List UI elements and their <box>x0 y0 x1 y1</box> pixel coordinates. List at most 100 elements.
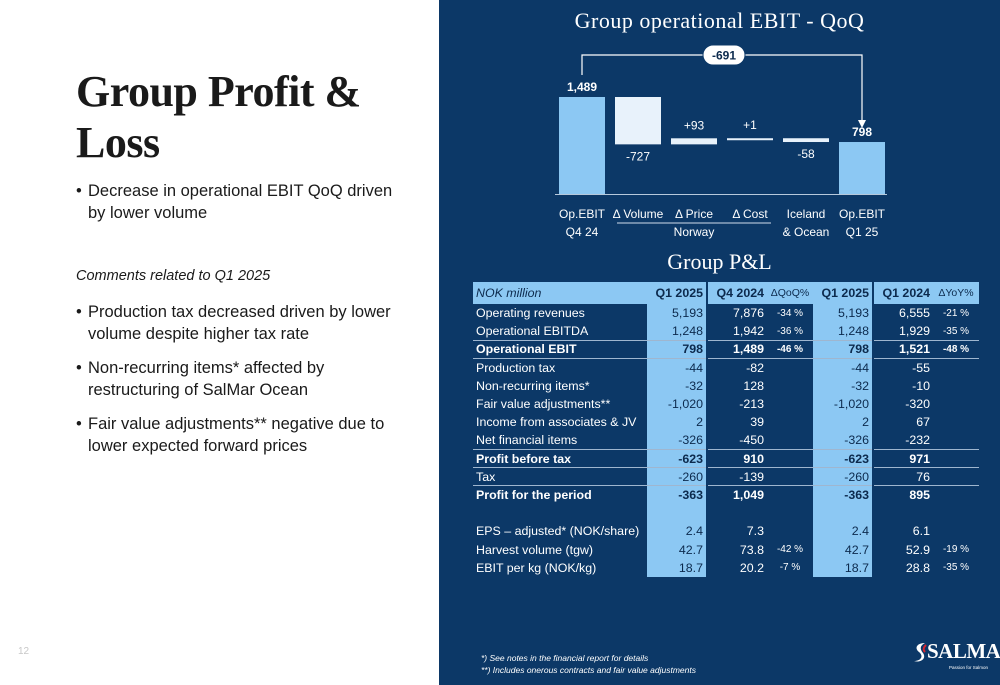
cell-value <box>767 358 813 377</box>
table-row: Operating revenues 5,193 7,876 -34 % 5,193 6,… <box>473 304 979 323</box>
cell-value: 6.1 <box>912 524 930 539</box>
cell-value: 42.7 <box>647 540 708 559</box>
category-label: Δ Volume <box>613 207 664 221</box>
cell-value: -232 <box>905 433 930 448</box>
row-label: Profit for the period <box>473 485 647 505</box>
cell-value <box>933 485 979 505</box>
cell-value: 18.7 <box>813 558 874 577</box>
cell-value: -326 <box>647 431 708 450</box>
cell-value: 2.4 <box>813 522 874 541</box>
empty-cell <box>647 504 708 523</box>
cell-value: -326 <box>813 431 874 450</box>
cell-value: -260 <box>647 467 708 486</box>
cell-value <box>767 522 813 540</box>
cell-value: 798 <box>813 339 874 359</box>
slide-title: Group Profit & Loss <box>76 67 361 167</box>
cell-value: 2 <box>647 413 708 432</box>
table-row: Operational EBITDA 1,248 1,942 -36 % 1,248 1,… <box>473 322 979 341</box>
header-yoy: ΔYoY% <box>933 282 979 304</box>
cell-value: -36 % <box>776 325 804 337</box>
cell-value: 73.8 <box>739 542 764 557</box>
cell-value: -44 <box>647 358 708 377</box>
row-label: Fair value adjustments** <box>476 397 611 412</box>
cell-value: 76 <box>873 467 933 486</box>
cell-value: 5,193 <box>813 304 874 323</box>
header-q1-2025-b: Q1 2025 <box>813 282 874 304</box>
cell-value <box>933 358 979 377</box>
row-label: Non-recurring items* <box>476 378 590 393</box>
cell-value: -1,020 <box>647 394 708 414</box>
cell-value: -623 <box>813 448 874 468</box>
bar-value-label: -58 <box>797 147 815 161</box>
waterfall-bar <box>783 138 829 143</box>
salmar-logo: SALMAR Passion for Salmon <box>911 638 1000 676</box>
footnote: *) See notes in the financial report for… <box>481 653 649 663</box>
bar-value-label: 798 <box>852 125 872 139</box>
cell-value <box>933 448 979 468</box>
cell-value: -139 <box>707 467 767 486</box>
cell-value <box>767 395 813 413</box>
row-label: Harvest volume (tgw) <box>476 542 594 557</box>
left-panel: Group Profit & Loss Decrease in operatio… <box>0 0 439 685</box>
cell-value: -10 <box>912 378 930 393</box>
waterfall-chart: 1,489 Op.EBIT Q4 24 -727 Δ Volume +93 Δ Price +… <box>555 44 887 239</box>
pl-title: Group P&L <box>667 249 772 274</box>
category-label: Op.EBIT <box>559 207 606 221</box>
cell-value: 2.4 <box>647 522 708 541</box>
cell-value <box>767 431 813 449</box>
cell-value <box>767 467 813 486</box>
cell-value <box>933 431 979 449</box>
cell-value: -82 <box>707 358 767 377</box>
row-label: Profit before tax <box>473 448 647 468</box>
cell-value: -55 <box>873 358 933 377</box>
waterfall-bar <box>671 138 717 145</box>
table-row: Operational EBIT 798 1,489 -46 % 798 1,521 -48… <box>473 339 979 359</box>
table-row: EBIT per kg (NOK/kg) 18.7 20.2 -7 % 18.7 28.8… <box>473 558 979 577</box>
cell-value: 7.3 <box>746 524 764 539</box>
cell-value: -32 <box>647 376 708 395</box>
table-row: Profit before tax -623 910 -623 971 <box>473 448 979 468</box>
cell-value <box>933 395 979 413</box>
bar-value-label: +93 <box>684 118 705 132</box>
empty-cell <box>933 504 979 522</box>
cell-value: 18.7 <box>647 558 708 577</box>
row-label: Production tax <box>473 358 647 377</box>
table-row: Profit for the period -363 1,049 -363 895 <box>473 485 979 505</box>
waterfall-bar <box>559 97 605 194</box>
waterfall-bar <box>615 97 661 145</box>
cell-value: 20.2 <box>739 560 764 575</box>
header-q1-2024: Q1 2024 <box>873 282 933 304</box>
cell-value <box>767 377 813 395</box>
waterfall-bar <box>839 142 885 194</box>
cell-value: 1,248 <box>813 322 874 341</box>
cell-value: -46 % <box>767 339 813 359</box>
header-q1-2025: Q1 2025 <box>647 282 708 304</box>
table-row: Net financial items -326 -450 -326 -232 <box>473 431 979 450</box>
bar-value-label: -727 <box>626 149 650 163</box>
table-row: Tax -260 -139 -260 76 <box>473 467 979 486</box>
table-row: Non-recurring items* -32 128 -32 -10 <box>473 376 979 395</box>
page-number: 12 <box>18 646 30 657</box>
bar-value-label: +1 <box>743 118 757 132</box>
row-label: Tax <box>473 467 647 486</box>
table-row: Income from associates & JV 2 39 2 67 <box>473 413 979 432</box>
row-label: Operational EBITDA <box>476 324 589 339</box>
category-label: Q4 24 <box>566 225 599 239</box>
empty-cell <box>813 504 874 523</box>
cell-value: -21 % <box>942 307 970 319</box>
empty-cell <box>767 504 813 522</box>
row-label: Income from associates & JV <box>476 415 637 430</box>
cell-value <box>933 467 979 486</box>
cell-value: -213 <box>739 397 764 412</box>
cell-value: -363 <box>813 485 874 505</box>
cell-value <box>933 377 979 395</box>
cell-value: -623 <box>647 448 708 468</box>
row-label: EPS – adjusted* (NOK/share) <box>476 524 640 539</box>
spacer-row <box>473 504 979 523</box>
group-label: Norway <box>674 225 715 239</box>
table-row: Fair value adjustments** -1,020 -213 -1,020… <box>473 394 979 414</box>
category-label: Δ Cost <box>732 207 768 221</box>
cell-value: 1,248 <box>647 322 708 341</box>
cell-value: -35 % <box>942 325 970 337</box>
category-label: Iceland <box>787 207 826 221</box>
